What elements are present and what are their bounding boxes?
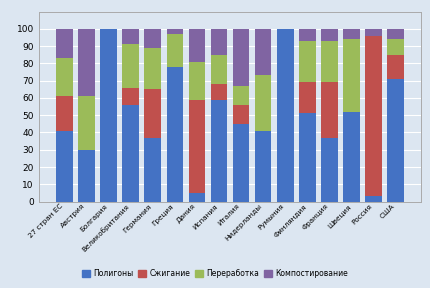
Bar: [211, 55, 227, 84]
Bar: [233, 105, 249, 124]
Bar: [144, 89, 161, 138]
Bar: [189, 62, 205, 100]
Bar: [123, 105, 139, 202]
Bar: [211, 100, 227, 202]
Bar: [56, 58, 73, 96]
Bar: [366, 196, 382, 202]
Bar: [56, 29, 73, 58]
Bar: [189, 193, 205, 202]
Bar: [78, 96, 95, 150]
Bar: [299, 29, 316, 41]
Bar: [166, 29, 183, 34]
Bar: [387, 29, 404, 39]
Bar: [166, 67, 183, 202]
Bar: [387, 55, 404, 79]
Bar: [78, 29, 95, 96]
Legend: Полигоны, Сжигание, Переработка, Компостирование: Полигоны, Сжигание, Переработка, Компост…: [79, 266, 351, 281]
Bar: [321, 82, 338, 138]
Bar: [78, 150, 95, 202]
Bar: [343, 39, 360, 112]
Bar: [255, 131, 271, 202]
Bar: [277, 29, 294, 202]
Bar: [299, 41, 316, 82]
Bar: [366, 36, 382, 196]
Bar: [144, 138, 161, 202]
Bar: [123, 88, 139, 105]
Bar: [233, 29, 249, 86]
Bar: [233, 86, 249, 105]
Bar: [343, 29, 360, 39]
Bar: [123, 44, 139, 88]
Bar: [321, 29, 338, 41]
Bar: [144, 29, 161, 48]
Bar: [366, 29, 382, 36]
Bar: [166, 34, 183, 67]
Bar: [211, 84, 227, 100]
Bar: [387, 79, 404, 202]
Bar: [56, 131, 73, 202]
Bar: [100, 29, 117, 202]
Bar: [299, 113, 316, 202]
Bar: [299, 82, 316, 113]
Bar: [255, 29, 271, 75]
Bar: [189, 100, 205, 193]
Bar: [387, 39, 404, 55]
Bar: [123, 29, 139, 44]
Bar: [255, 75, 271, 131]
Bar: [321, 41, 338, 82]
Bar: [233, 124, 249, 202]
Bar: [56, 96, 73, 131]
Bar: [144, 48, 161, 89]
Bar: [189, 29, 205, 62]
Bar: [211, 29, 227, 55]
Bar: [343, 112, 360, 202]
Bar: [321, 138, 338, 202]
